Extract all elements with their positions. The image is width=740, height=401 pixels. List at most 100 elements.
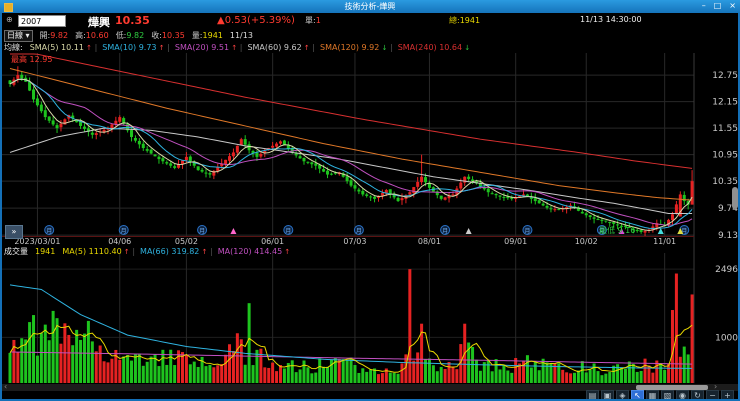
expand-axis-button[interactable]: » (5, 225, 23, 239)
x-axis-label: 2023/03/01 (14, 237, 60, 246)
ma-bar-label: 均線: (4, 43, 23, 52)
axis-marker-icon (230, 228, 237, 234)
last-price: 10.35 (115, 14, 150, 27)
month-marker-icon[interactable]: 月 (596, 225, 607, 236)
ma-items: SMA(5) 10.11 ↑ | SMA(10) 9.73 ↑ | SMA(20) … (30, 43, 476, 52)
ma-item: MA(5) 1110.40 ↑ | (62, 246, 136, 256)
quote-bar: 日線 ▾ 開:9.82 高:10.60 低:9.82 收:10.35 量:1941 11/… (4, 29, 260, 42)
sma240-line (10, 53, 693, 169)
ma-item: SMA(120) 9.92 ↓ | (320, 43, 393, 52)
price-axis-label: 12.75 (712, 71, 738, 81)
sma5-line (9, 78, 693, 231)
print-icon[interactable]: ▣ (601, 390, 614, 399)
close-button[interactable]: × (729, 1, 736, 10)
maximize-button[interactable]: □ (713, 1, 722, 10)
month-marker-icon[interactable]: 月 (283, 225, 294, 236)
chevron-down-icon: ▾ (25, 30, 30, 40)
symbol-input[interactable] (18, 15, 66, 27)
horizontal-scrollbar[interactable]: ‹ › (2, 382, 738, 391)
app-icon (4, 3, 13, 12)
x-axis-label: 11/01 (653, 237, 676, 246)
price-axis-label: 9.13 (718, 231, 738, 241)
zoom-in-icon[interactable]: + (721, 390, 734, 399)
quote-field: 開:9.82 (39, 31, 69, 40)
svg-text:月: 月 (285, 228, 291, 235)
region-zoom-icon[interactable]: ▦ (646, 390, 659, 399)
scrollbar-thumb[interactable] (636, 385, 708, 390)
window-title: 技術分析-燁興 (344, 2, 396, 11)
symbol-search-icon[interactable]: ⊕ (6, 15, 13, 24)
total-value: 1941 (459, 16, 481, 25)
ohlc-fields: 開:9.82 高:10.60 低:9.82 收:10.35 量:1941 11/13 (40, 30, 260, 41)
quote-datetime: 11/13 14:30:00 (580, 15, 642, 24)
volume-ma5-line (9, 324, 693, 373)
axis-marker-icon (465, 228, 472, 234)
annotation-highest: 最高 12.95 (11, 54, 52, 64)
total-label: 總: (449, 16, 460, 25)
zoom-out-icon[interactable]: − (706, 390, 719, 399)
quote-field: 收:10.35 (151, 31, 185, 40)
cursor-icon[interactable]: ↖ (631, 390, 644, 399)
quote-field: 11/13 (229, 31, 253, 40)
x-axis-label: 08/01 (418, 237, 441, 246)
x-axis-label: 05/02 (175, 237, 198, 246)
page-icon[interactable]: ▤ (586, 390, 599, 399)
unit-value: 1 (315, 16, 321, 25)
quote-field: 量:1941 (191, 31, 223, 40)
scroll-left-icon[interactable]: ‹ (4, 382, 8, 391)
sma60-line (9, 127, 693, 214)
ma-item: SMA(20) 9.51 ↑ | (174, 43, 243, 52)
total-volume: 總:1941 (449, 15, 480, 26)
volume-series (8, 269, 694, 383)
month-marker-icon[interactable]: 月 (522, 225, 533, 236)
chart-toolbar: ▤ ▣ ◈ ↖ ▦ ▧ ◉ ↻ − + (586, 390, 734, 399)
month-marker-icon[interactable]: 月 (44, 225, 55, 236)
ma-bar: 均線: SMA(5) 10.11 ↑ | SMA(10) 9.73 ↑ | SMA(… (4, 42, 475, 53)
indicator-icon[interactable]: ▧ (661, 390, 674, 399)
price-axis-label: 10.95 (712, 151, 738, 161)
ma-item: SMA(240) 10.64 ↓ (397, 43, 471, 52)
volume-ma-items: MA(5) 1110.40 ↑ | MA(66) 319.82 ↑ | MA(120… (62, 247, 295, 256)
title-bar[interactable]: 技術分析-燁興 – □ × (0, 0, 740, 13)
ma-item: SMA(5) 10.11 ↑ | (29, 43, 98, 52)
volume-header: 成交量 1941 MA(5) 1110.40 ↑ | MA(66) 319.82 … (4, 245, 295, 257)
month-marker-icon[interactable]: 月 (440, 225, 451, 236)
svg-text:月: 月 (442, 228, 448, 235)
content-area: ⊕ 燁興 10.35 ▲0.53(+5.39%) 單:1 總:1941 11/1… (2, 13, 738, 399)
period-select[interactable]: 日線 ▾ (4, 29, 33, 42)
refresh-icon[interactable]: ↻ (691, 390, 704, 399)
ma-item: SMA(60) 9.62 ↑ | (247, 43, 316, 52)
unit-label: 單: (305, 16, 316, 25)
annotation-lowest: 最低 9.16 (599, 225, 635, 235)
price-axis-slider[interactable] (732, 187, 738, 209)
scroll-right-icon[interactable]: › (714, 382, 718, 391)
month-marker-icon[interactable]: 月 (118, 225, 129, 236)
pan-hand-icon[interactable]: ◈ (616, 390, 629, 399)
svg-text:月: 月 (524, 228, 530, 235)
minimize-button[interactable]: – (701, 1, 706, 10)
volume-value: 1941 (35, 246, 56, 256)
ma-item: MA(66) 319.82 ↑ | (140, 246, 213, 256)
month-marker-icon[interactable]: 月 (197, 225, 208, 236)
price-axis-label: 12.15 (712, 98, 738, 108)
svg-text:月: 月 (681, 228, 687, 235)
x-axis-label: 06/01 (261, 237, 284, 246)
volume-ma120-line (9, 351, 693, 365)
svg-text:月: 月 (599, 228, 605, 235)
ma-item: MA(120) 414.45 ↑ (217, 246, 291, 256)
svg-text:月: 月 (121, 228, 127, 235)
volume-axis-label: 2496 (715, 265, 738, 275)
price-axis-label: 11.55 (712, 124, 738, 134)
svg-text:月: 月 (199, 228, 205, 235)
chart-canvas[interactable]: 月 月 月 月 月 月 月 月 月 2023/03/01 04/06 05/02 06/01 07/03 0… (2, 53, 738, 385)
volume-ma66-line (9, 284, 693, 369)
view-eye-icon[interactable]: ◉ (676, 390, 689, 399)
x-axis-label: 09/01 (504, 237, 527, 246)
sma120-line (9, 67, 693, 201)
quote-field: 低:9.82 (115, 31, 145, 40)
volume-axis-label: 1000 (715, 333, 738, 343)
month-marker-icon[interactable]: 月 (353, 225, 364, 236)
x-axis-label: 10/02 (575, 237, 598, 246)
ma-item: SMA(10) 9.73 ↑ | (102, 43, 170, 52)
